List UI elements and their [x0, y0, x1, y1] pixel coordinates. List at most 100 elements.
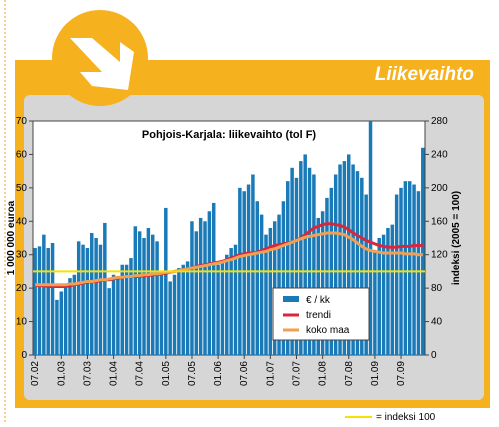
bar — [172, 274, 177, 355]
bar — [46, 248, 50, 355]
x-tick-label: 07.06 — [239, 361, 250, 386]
line — [35, 231, 423, 287]
x-tick-label: 07.09 — [396, 361, 407, 386]
chart-title: Pohjois-Karjala: liikevaihto (tol F) — [142, 129, 317, 141]
bar — [103, 222, 107, 355]
bar — [63, 284, 68, 355]
bar — [368, 121, 373, 355]
bar — [181, 264, 185, 355]
y2-tick-label: 240 — [431, 149, 448, 160]
legend-label: koko maa — [306, 325, 350, 336]
bar — [120, 264, 124, 355]
bar — [116, 278, 120, 355]
bar — [203, 221, 207, 355]
bar — [342, 161, 347, 355]
bar — [76, 241, 81, 355]
bar — [81, 244, 85, 355]
bar — [386, 227, 390, 355]
bar — [133, 226, 138, 355]
bar — [316, 217, 320, 355]
y-tick-label: 0 — [21, 350, 27, 361]
bar — [111, 274, 116, 355]
bar — [325, 197, 329, 355]
bar — [373, 251, 377, 355]
y2-tick-label: 160 — [431, 216, 448, 227]
bar — [159, 271, 164, 355]
legend-label: trendi — [306, 310, 331, 321]
bar — [198, 217, 203, 355]
bar — [68, 278, 72, 355]
bar — [355, 171, 360, 355]
bar — [268, 227, 273, 355]
bar — [277, 214, 281, 355]
bar — [259, 214, 264, 355]
bar — [394, 194, 399, 355]
bar — [220, 261, 225, 355]
plot: 0 10 20 30 40 50 60 70 0 40 80 120 160 200 240 280 07.02… — [16, 116, 448, 386]
bar — [286, 181, 290, 355]
bar — [390, 224, 395, 355]
y-tick-label: 60 — [16, 149, 28, 160]
bar — [146, 227, 151, 355]
bar — [255, 201, 260, 355]
bar — [281, 201, 286, 355]
bar — [124, 264, 129, 355]
header-title: Liikevaihto — [375, 64, 474, 85]
y-tick-label: 70 — [16, 116, 28, 127]
bar — [246, 184, 251, 355]
reference-label: = indeksi 100 — [376, 412, 436, 422]
bar — [312, 174, 316, 355]
bar — [377, 238, 381, 355]
x-tick-label: 01.04 — [109, 361, 120, 386]
bar — [90, 232, 94, 355]
y2-tick-label: 200 — [431, 183, 448, 194]
bar — [177, 268, 181, 355]
y2-tick-label: 0 — [431, 350, 437, 361]
bar — [225, 254, 229, 355]
bar — [94, 238, 98, 355]
bar — [164, 207, 168, 355]
bar — [194, 231, 199, 355]
bar — [242, 191, 246, 355]
bar — [216, 264, 220, 355]
bar — [59, 291, 64, 355]
y2-tick-label: 120 — [431, 250, 448, 261]
y2-tick-label: 40 — [431, 317, 443, 328]
bar — [307, 167, 312, 355]
bar — [412, 184, 416, 355]
bar — [303, 154, 307, 355]
y-tick-label: 20 — [16, 283, 28, 294]
bar — [85, 248, 90, 355]
bar — [229, 248, 233, 355]
bar — [42, 234, 46, 355]
x-tick-label: 01.07 — [265, 361, 276, 386]
bar — [421, 147, 425, 355]
x-tick-label: 07.04 — [135, 361, 146, 386]
bar — [364, 194, 368, 355]
bar — [168, 281, 172, 355]
y-tick-label: 10 — [16, 317, 28, 328]
x-tick-label: 07.08 — [344, 361, 355, 386]
bar — [137, 231, 142, 355]
bar — [407, 181, 412, 355]
bar — [107, 288, 111, 355]
legend-items: € / kk trendi koko maa — [283, 295, 350, 336]
legend-swatch — [283, 296, 299, 302]
y2-tick-label: 80 — [431, 283, 443, 294]
bar — [381, 234, 386, 355]
bar — [142, 238, 146, 355]
bar — [347, 154, 351, 355]
bar — [55, 299, 59, 355]
bar — [299, 161, 303, 355]
bar — [33, 248, 37, 355]
x-tick-label: 01.08 — [318, 361, 329, 386]
bar — [294, 177, 299, 355]
bar — [155, 241, 159, 355]
bar — [233, 244, 238, 355]
x-tick-label: 07.07 — [292, 361, 303, 386]
bar — [98, 244, 103, 355]
x-tick-label: 07.03 — [82, 361, 93, 386]
y2-axis-label: indeksi (2005 = 100) — [451, 191, 462, 285]
bar — [320, 211, 325, 355]
